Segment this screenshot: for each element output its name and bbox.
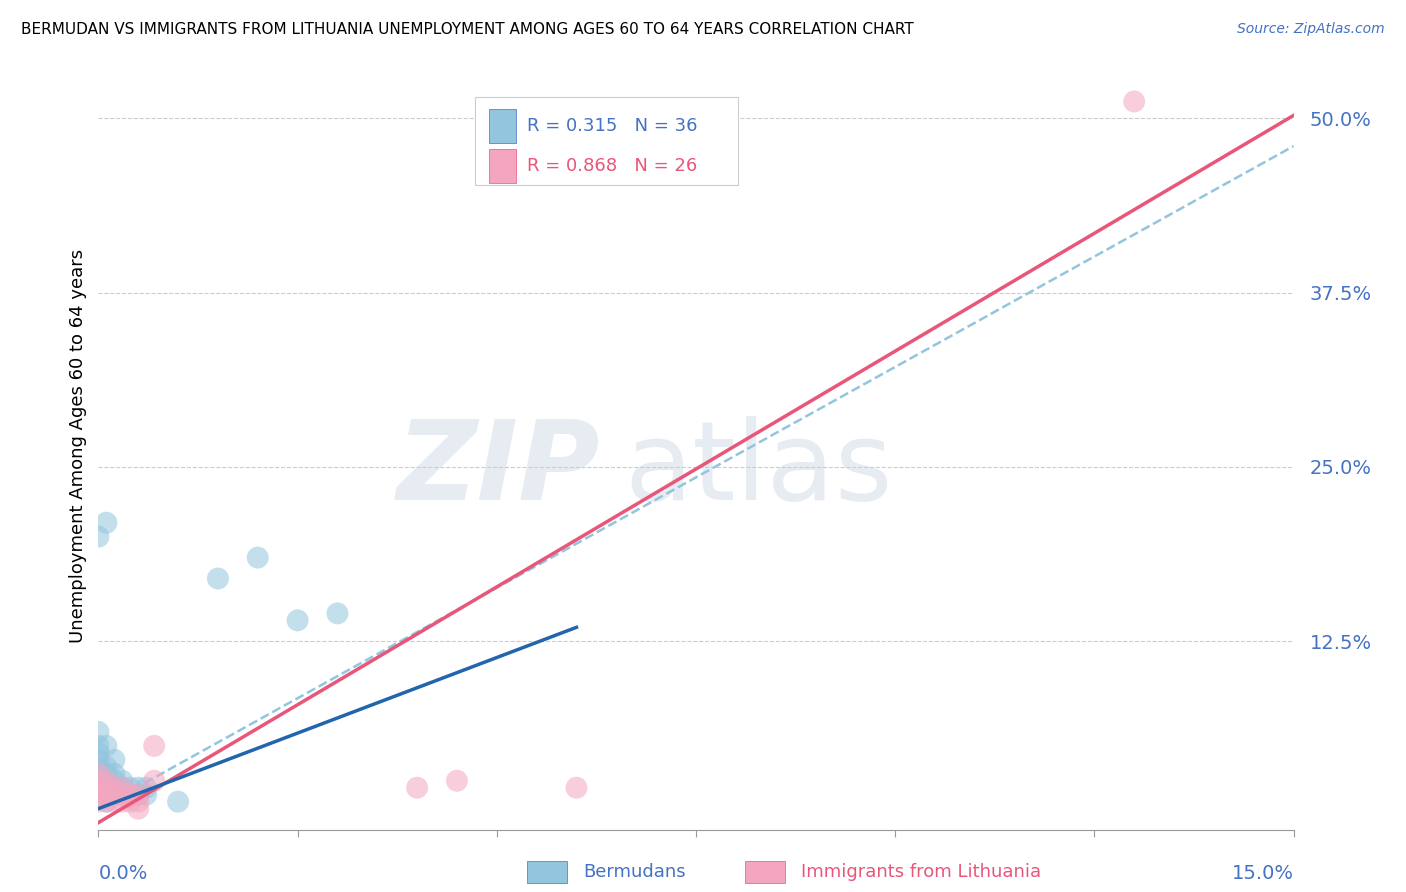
Point [167,795,190,809]
Point [87,780,110,795]
Point [87,795,110,809]
Point [446,773,468,788]
Point [287,613,309,627]
Point [87,773,110,788]
Point [96,780,118,795]
Point [87,760,110,774]
Point [103,766,125,780]
Point [111,780,134,795]
Point [103,780,125,795]
Point [406,780,429,795]
Point [87,780,110,795]
Point [111,780,134,795]
Point [96,739,118,753]
Point [87,746,110,760]
Text: R = 0.868   N = 26: R = 0.868 N = 26 [527,157,697,175]
Y-axis label: Unemployment Among Ages 60 to 64 years: Unemployment Among Ages 60 to 64 years [69,249,87,643]
Point [96,788,118,802]
Point [96,773,118,788]
Point [1123,95,1146,109]
Text: R = 0.315   N = 36: R = 0.315 N = 36 [527,117,697,135]
Text: ZIP: ZIP [396,416,600,523]
Point [127,795,149,809]
Point [103,753,125,767]
Text: BERMUDAN VS IMMIGRANTS FROM LITHUANIA UNEMPLOYMENT AMONG AGES 60 TO 64 YEARS COR: BERMUDAN VS IMMIGRANTS FROM LITHUANIA UN… [21,22,914,37]
Point [103,795,125,809]
Point [111,795,134,809]
Point [326,607,349,621]
Point [127,788,149,802]
Point [103,773,125,788]
Point [103,788,125,802]
Point [96,795,118,809]
Point [96,516,118,530]
Point [87,725,110,739]
Point [96,795,118,809]
Point [246,550,269,565]
Point [87,766,110,780]
Point [120,788,142,802]
Point [120,780,142,795]
Point [111,788,134,802]
FancyBboxPatch shape [475,97,738,186]
Point [87,530,110,544]
Text: 15.0%: 15.0% [1232,864,1294,883]
Text: Immigrants from Lithuania: Immigrants from Lithuania [801,863,1042,881]
Point [120,788,142,802]
Point [96,780,118,795]
Point [87,739,110,753]
Point [207,572,229,586]
Text: 0.0%: 0.0% [98,864,148,883]
FancyBboxPatch shape [489,109,516,144]
Text: atlas: atlas [624,416,893,523]
Point [143,739,166,753]
FancyBboxPatch shape [489,149,516,183]
Point [96,766,118,780]
Point [87,753,110,767]
Point [87,773,110,788]
Point [143,773,166,788]
Point [87,766,110,780]
Point [111,773,134,788]
Point [565,780,588,795]
Point [103,780,125,795]
Text: Source: ZipAtlas.com: Source: ZipAtlas.com [1237,22,1385,37]
Point [127,788,149,802]
Point [96,773,118,788]
Point [87,788,110,802]
Point [120,795,142,809]
Point [135,788,157,802]
Point [111,788,134,802]
Point [96,788,118,802]
Point [135,780,157,795]
Point [127,802,149,816]
Text: Bermudans: Bermudans [583,863,686,881]
Point [127,780,149,795]
Point [96,760,118,774]
Point [103,788,125,802]
